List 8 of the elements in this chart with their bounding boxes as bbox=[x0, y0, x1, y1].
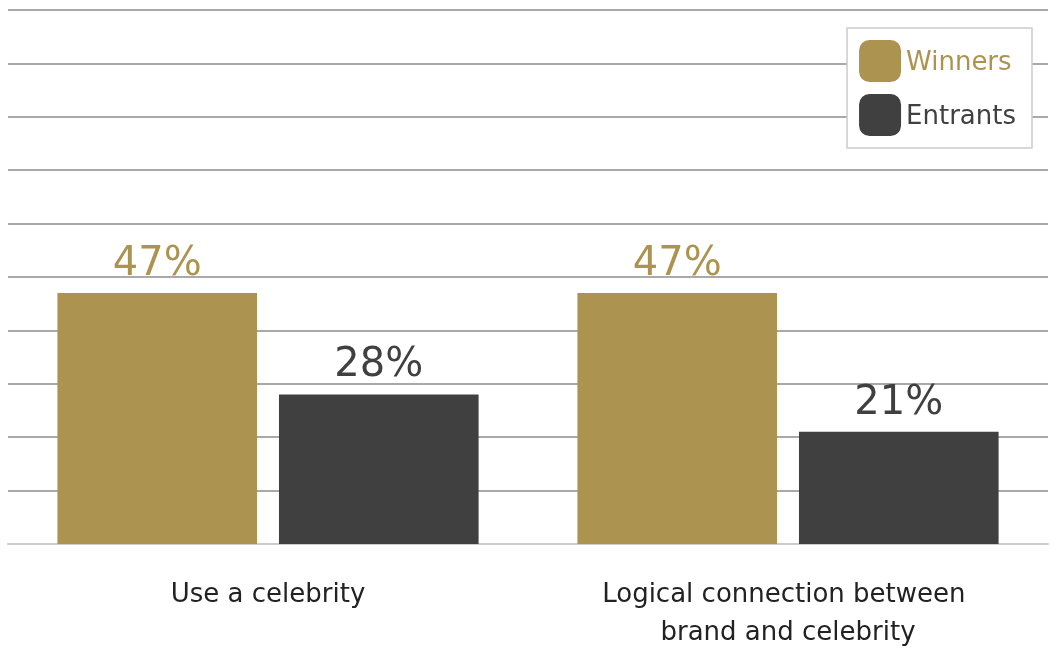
data-label: 47% bbox=[632, 238, 722, 285]
legend-label: Entrants bbox=[906, 100, 1017, 130]
data-label: 28% bbox=[334, 339, 424, 386]
x-tick-label: Logical connection between brand and celebrity bbox=[602, 578, 974, 646]
legend-label: Winners bbox=[906, 46, 1012, 76]
x-tick-label: Use a celebrity bbox=[170, 578, 366, 608]
data-label: 47% bbox=[112, 238, 202, 285]
data-label: 21% bbox=[854, 376, 944, 423]
